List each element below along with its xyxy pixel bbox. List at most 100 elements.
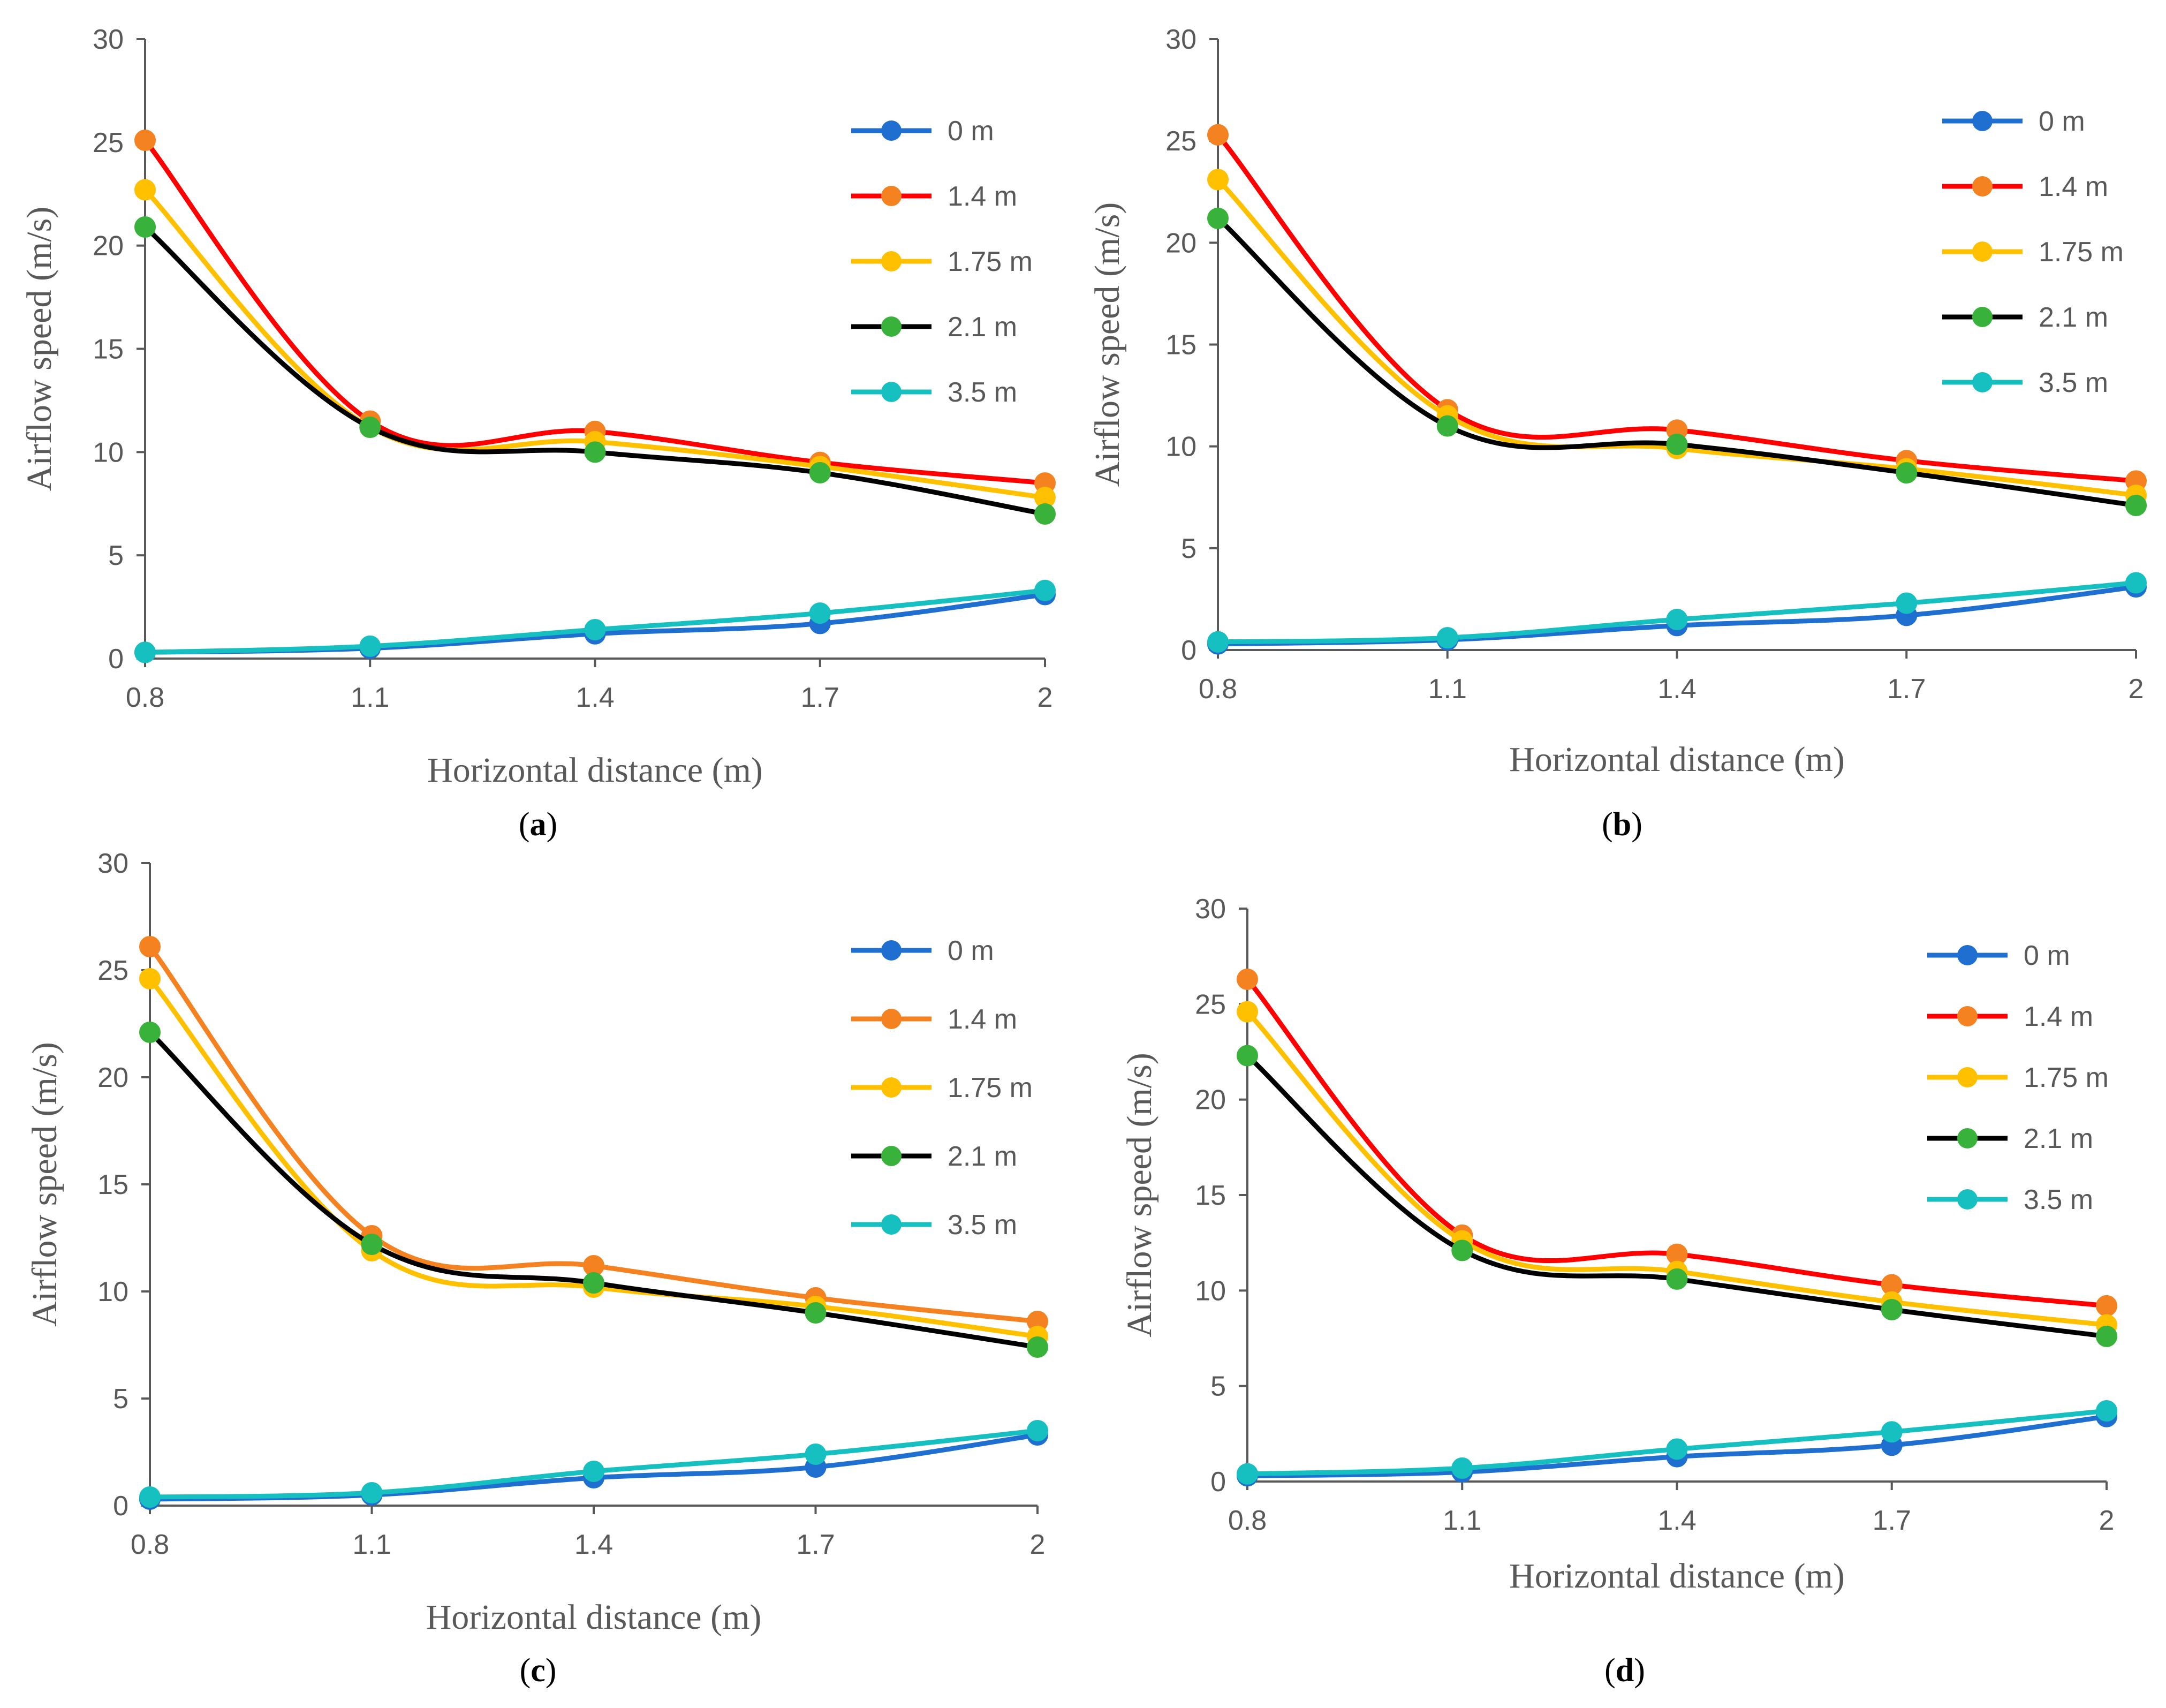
data-point [2096,1400,2117,1422]
data-point [1666,1438,1688,1460]
legend-label: 3.5 m [948,1210,1017,1241]
panel-caption-part: a [530,806,547,843]
data-point [2125,572,2147,594]
legend-swatch-marker [881,120,902,141]
series-line-175m [1245,1009,2109,1327]
x-tick-label: 1.4 [575,682,614,713]
y-tick-label: 15 [93,334,124,365]
x-tick-label: 1.1 [352,1529,391,1560]
data-point [1896,462,1918,484]
legend-label: 1.75 m [2024,1062,2109,1093]
legend-swatch-marker [1972,176,1993,197]
y-tick-label: 10 [97,1276,128,1308]
x-axis-title: Horizontal distance (m) [1509,1556,1845,1596]
legend-label: 1.4 m [2024,1001,2093,1032]
panel-caption-part: ( [1604,1652,1616,1689]
data-point [134,129,156,151]
x-tick-label: 1.4 [574,1529,613,1560]
panel-caption: (a) [519,806,557,843]
y-tick-label: 25 [93,127,124,158]
y-tick-label: 20 [97,1062,128,1093]
y-tick-label: 0 [1210,1467,1226,1498]
panel-caption-part: ) [1634,1652,1645,1689]
x-tick-label: 1.1 [1443,1505,1481,1536]
x-tick-label: 2 [2099,1505,2115,1536]
data-point [805,1302,827,1324]
data-point [139,1022,161,1043]
legend-swatch-marker [881,1214,902,1235]
y-tick-label: 10 [1165,432,1196,463]
y-tick-label: 30 [1195,894,1226,925]
x-tick-label: 0.8 [1199,674,1237,705]
legend-swatch-marker [881,251,902,271]
data-point [1881,1299,1903,1320]
legend-swatch-marker [881,316,902,337]
y-tick-label: 5 [1181,533,1196,564]
legend-swatch-marker [1972,241,1993,262]
series-line-21m [147,1030,1040,1350]
y-tick-label: 5 [113,1384,128,1415]
x-tick-label: 1.4 [1657,674,1696,705]
data-point [139,968,161,989]
data-point [1034,503,1056,525]
x-tick-label: 1.4 [1657,1505,1696,1536]
data-point [1207,631,1229,653]
panel-caption-part: ( [520,1652,531,1689]
legend-label: 0 m [2024,940,2070,971]
legend-swatch-marker [1972,111,1993,131]
x-tick-label: 0.8 [131,1529,169,1560]
data-point [1237,1463,1258,1485]
panel-caption: (b) [1602,806,1642,843]
legend-label: 0 m [948,935,994,966]
x-tick-label: 1.7 [801,682,839,713]
panel-caption-part: b [1613,806,1631,843]
data-point [1237,1045,1258,1067]
data-point [1237,1001,1258,1023]
x-tick-label: 1.7 [796,1529,835,1560]
data-point [1451,1240,1473,1261]
data-point [134,216,156,238]
data-point [2125,494,2147,516]
series-line-14m [147,944,1040,1324]
panel-caption-part: ( [519,806,530,843]
y-tick-label: 30 [1165,24,1196,55]
series-line-175m [142,187,1048,500]
series-line-21m [1215,216,2139,508]
legend: 0 m 1.4 m 1.75 m 2.1 m 3.5 m [851,935,1033,1241]
y-axis-title: Airflow speed (m/s) [25,1042,64,1327]
legend-label: 3.5 m [2039,367,2108,398]
panel-caption-part: ( [1602,806,1613,843]
data-point [1207,207,1229,229]
data-point [361,1234,383,1255]
legend: 0 m 1.4 m 1.75 m 2.1 m 3.5 m [851,116,1033,408]
legend-swatch-marker [1957,945,1978,965]
legend-label: 1.75 m [948,246,1033,277]
y-tick-label: 25 [97,955,128,986]
data-point [1207,169,1229,191]
panel-caption-part: c [531,1652,546,1689]
y-tick-label: 10 [93,437,124,468]
series-line-21m [142,224,1048,517]
data-point [2096,1325,2117,1347]
data-point [583,1272,604,1294]
y-tick-label: 25 [1165,126,1196,157]
x-tick-label: 2 [1037,682,1053,713]
data-point [361,1482,383,1503]
y-tick-label: 25 [1195,989,1226,1020]
legend: 0 m 1.4 m 1.75 m 2.1 m 3.5 m [1942,106,2124,398]
legend-label: 0 m [948,116,994,147]
x-axis-title: Horizontal distance (m) [1509,740,1845,779]
y-tick-label: 5 [1210,1371,1226,1402]
x-tick-label: 2 [1030,1529,1046,1560]
data-point [1896,592,1918,614]
legend-label: 1.4 m [948,181,1017,212]
legend-swatch-marker [881,1146,902,1166]
legend-label: 3.5 m [948,377,1017,408]
data-point [1881,1421,1903,1443]
series-line-175m [1215,177,2139,498]
data-point [809,462,831,483]
x-tick-label: 1.1 [351,682,389,713]
legend: 0 m 1.4 m 1.75 m 2.1 m 3.5 m [1927,940,2109,1215]
x-tick-label: 0.8 [1228,1505,1267,1536]
